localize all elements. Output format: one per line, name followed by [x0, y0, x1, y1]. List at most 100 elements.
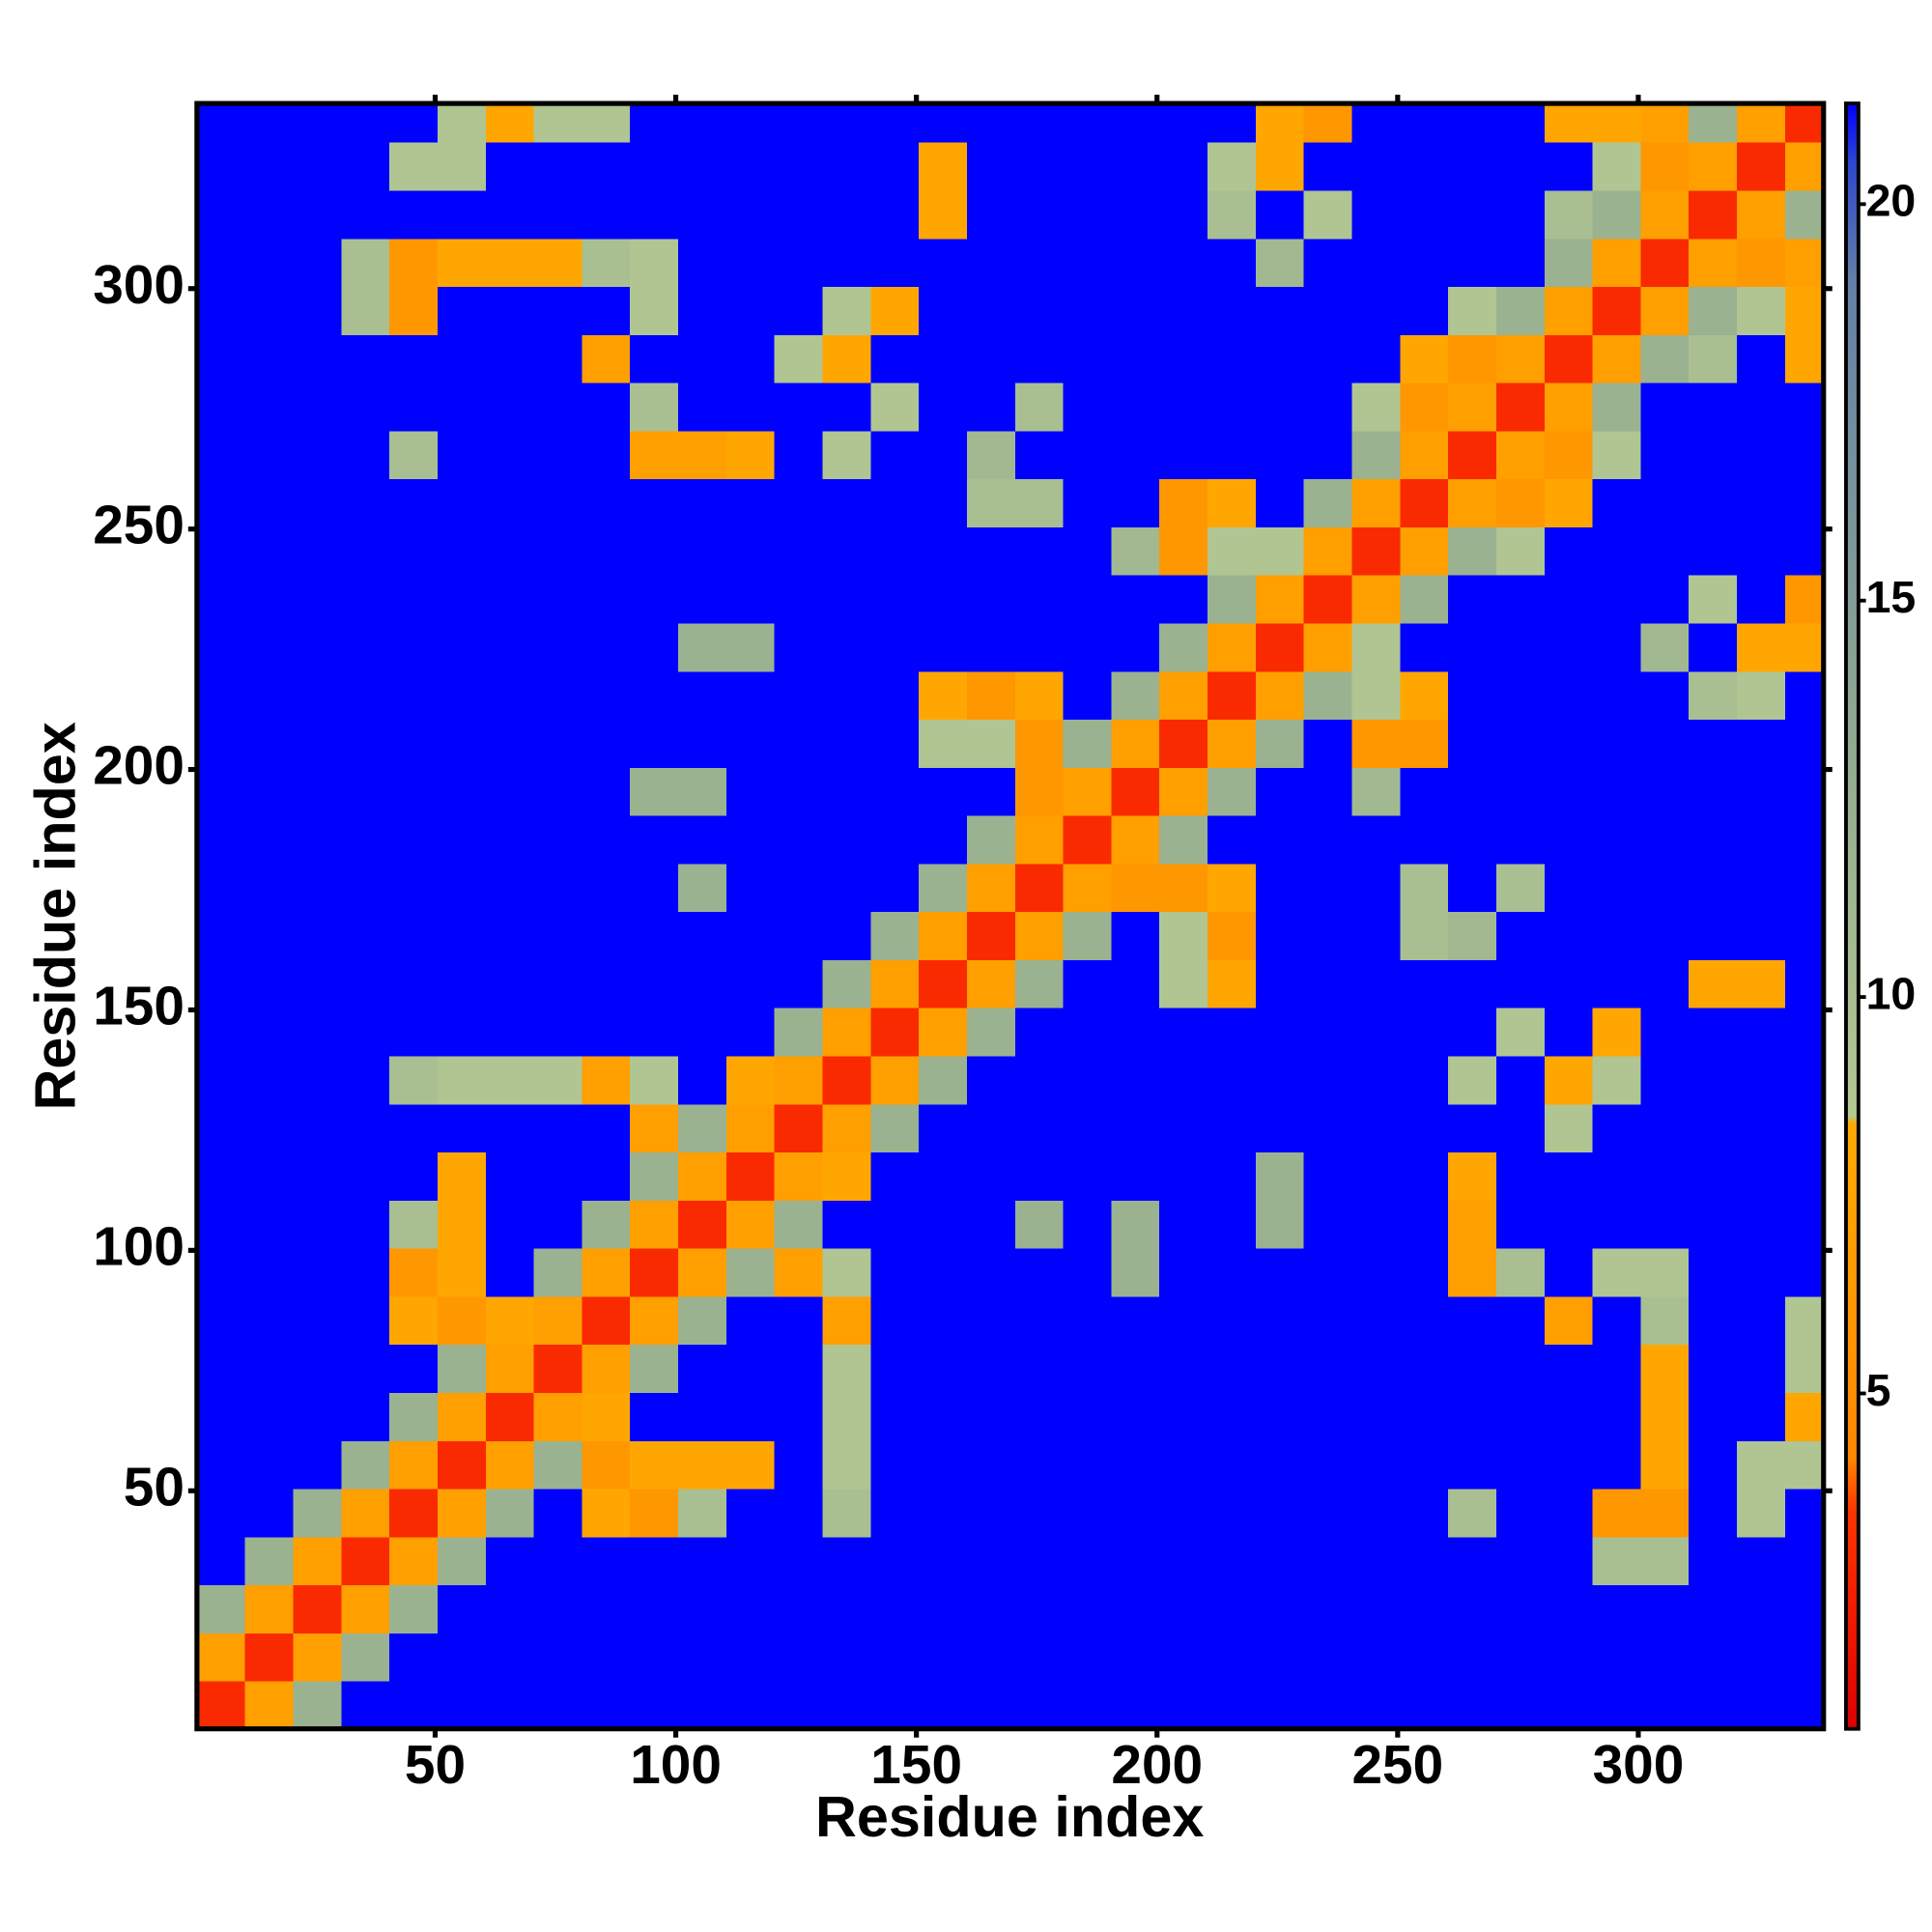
heatmap-cell [1495, 1344, 1546, 1393]
heatmap-cell [437, 478, 487, 527]
heatmap-cell [1640, 189, 1690, 240]
heatmap-cell [774, 574, 824, 624]
heatmap-cell [725, 1151, 776, 1201]
heatmap-cell [822, 1295, 872, 1346]
heatmap-cell [293, 238, 343, 288]
heatmap-cell [437, 1488, 487, 1538]
heatmap-cell [389, 189, 439, 240]
heatmap-cell [1303, 622, 1353, 672]
heatmap-cell [1400, 478, 1449, 527]
heatmap-cell [1303, 814, 1353, 865]
heatmap-cell [533, 1488, 583, 1538]
heatmap-cell [1495, 814, 1546, 865]
heatmap-cell [293, 1007, 343, 1057]
heatmap-cell [1111, 103, 1161, 143]
heatmap-cell [1014, 622, 1065, 672]
heatmap-cell [919, 286, 968, 335]
heatmap-cell [341, 334, 390, 384]
heatmap-cell [1111, 1007, 1161, 1057]
heatmap-cell [1495, 959, 1546, 1009]
heatmap-cell [1784, 189, 1825, 240]
heatmap-cell [1689, 959, 1738, 1009]
heatmap-cell [1255, 1439, 1305, 1490]
heatmap-cell [582, 478, 632, 527]
heatmap-cell [1400, 1392, 1449, 1441]
heatmap-cell [1689, 430, 1738, 480]
heatmap-cell [582, 1247, 632, 1297]
heatmap-cell [1063, 478, 1113, 527]
heatmap-cell [1592, 1392, 1642, 1441]
heatmap-cell [533, 430, 583, 480]
heatmap-cell [1544, 334, 1594, 384]
heatmap-cell [1208, 863, 1257, 913]
heatmap-cell [678, 622, 727, 672]
heatmap-cell [919, 1680, 968, 1730]
heatmap-cell [437, 286, 487, 335]
heatmap-cell [244, 526, 295, 576]
heatmap-cell [485, 622, 535, 672]
heatmap-cell [919, 1007, 968, 1057]
heatmap-cell [1784, 959, 1825, 1009]
heatmap-cell [533, 1392, 583, 1441]
heatmap-cell [1495, 1055, 1546, 1105]
heatmap-cell [1400, 1584, 1449, 1634]
heatmap-cell [1063, 334, 1113, 384]
heatmap-cell [774, 863, 824, 913]
heatmap-cell [1400, 1633, 1449, 1682]
heatmap-cell [1303, 286, 1353, 335]
heatmap-cell [1495, 189, 1546, 240]
heatmap-cell [630, 814, 679, 865]
heatmap-cell [1544, 1584, 1594, 1634]
heatmap-cell [244, 863, 295, 913]
heatmap-cell [1208, 1392, 1257, 1441]
heatmap-cell [1640, 526, 1690, 576]
heatmap-cell [1351, 1488, 1402, 1538]
heatmap-cell [870, 670, 920, 721]
heatmap-cell [1544, 103, 1594, 143]
heatmap-cell [919, 103, 968, 143]
heatmap-cell [1111, 478, 1161, 527]
heatmap-cell [1784, 622, 1825, 672]
heatmap-cell [1544, 189, 1594, 240]
heatmap-cell [1689, 1392, 1738, 1441]
heatmap-cell [1495, 1633, 1546, 1682]
heatmap-cell [582, 719, 632, 768]
heatmap-cell [1737, 238, 1786, 288]
x-tick-label: 200 [1111, 1735, 1203, 1796]
heatmap-cell [1737, 719, 1786, 768]
heatmap-cell [1014, 1103, 1065, 1153]
heatmap-cell [341, 574, 390, 624]
heatmap-cell [1303, 959, 1353, 1009]
heatmap-cell [822, 574, 872, 624]
heatmap-cell [582, 1439, 632, 1490]
heatmap-cell [966, 1680, 1016, 1730]
heatmap-cell [1208, 1007, 1257, 1057]
heatmap-cell [1303, 1680, 1353, 1730]
heatmap-cell [919, 863, 968, 913]
heatmap-cell [533, 1439, 583, 1490]
heatmap-cell [437, 1151, 487, 1201]
heatmap-cell [1495, 574, 1546, 624]
heatmap-cell [293, 526, 343, 576]
heatmap-cell [533, 1633, 583, 1682]
heatmap-cell [630, 959, 679, 1009]
heatmap-cell [966, 526, 1016, 576]
heatmap-cell [1255, 911, 1305, 960]
heatmap-cell [1592, 1488, 1642, 1538]
heatmap-cell [293, 814, 343, 865]
heatmap-cell [244, 382, 295, 432]
heatmap-cell [1014, 1536, 1065, 1586]
heatmap-cell [1689, 526, 1738, 576]
heatmap-cell [1208, 1103, 1257, 1153]
heatmap-cell [1495, 1488, 1546, 1538]
heatmap-cell [1255, 286, 1305, 335]
heatmap-cell [389, 622, 439, 672]
heatmap-cell [293, 1200, 343, 1249]
heatmap-cell [582, 574, 632, 624]
heatmap-cell [1303, 767, 1353, 816]
heatmap-cell [822, 1344, 872, 1393]
heatmap-cell [1255, 1536, 1305, 1586]
heatmap-cell [1063, 1055, 1113, 1105]
heatmap-cell [1303, 1295, 1353, 1346]
heatmap-cell [966, 382, 1016, 432]
